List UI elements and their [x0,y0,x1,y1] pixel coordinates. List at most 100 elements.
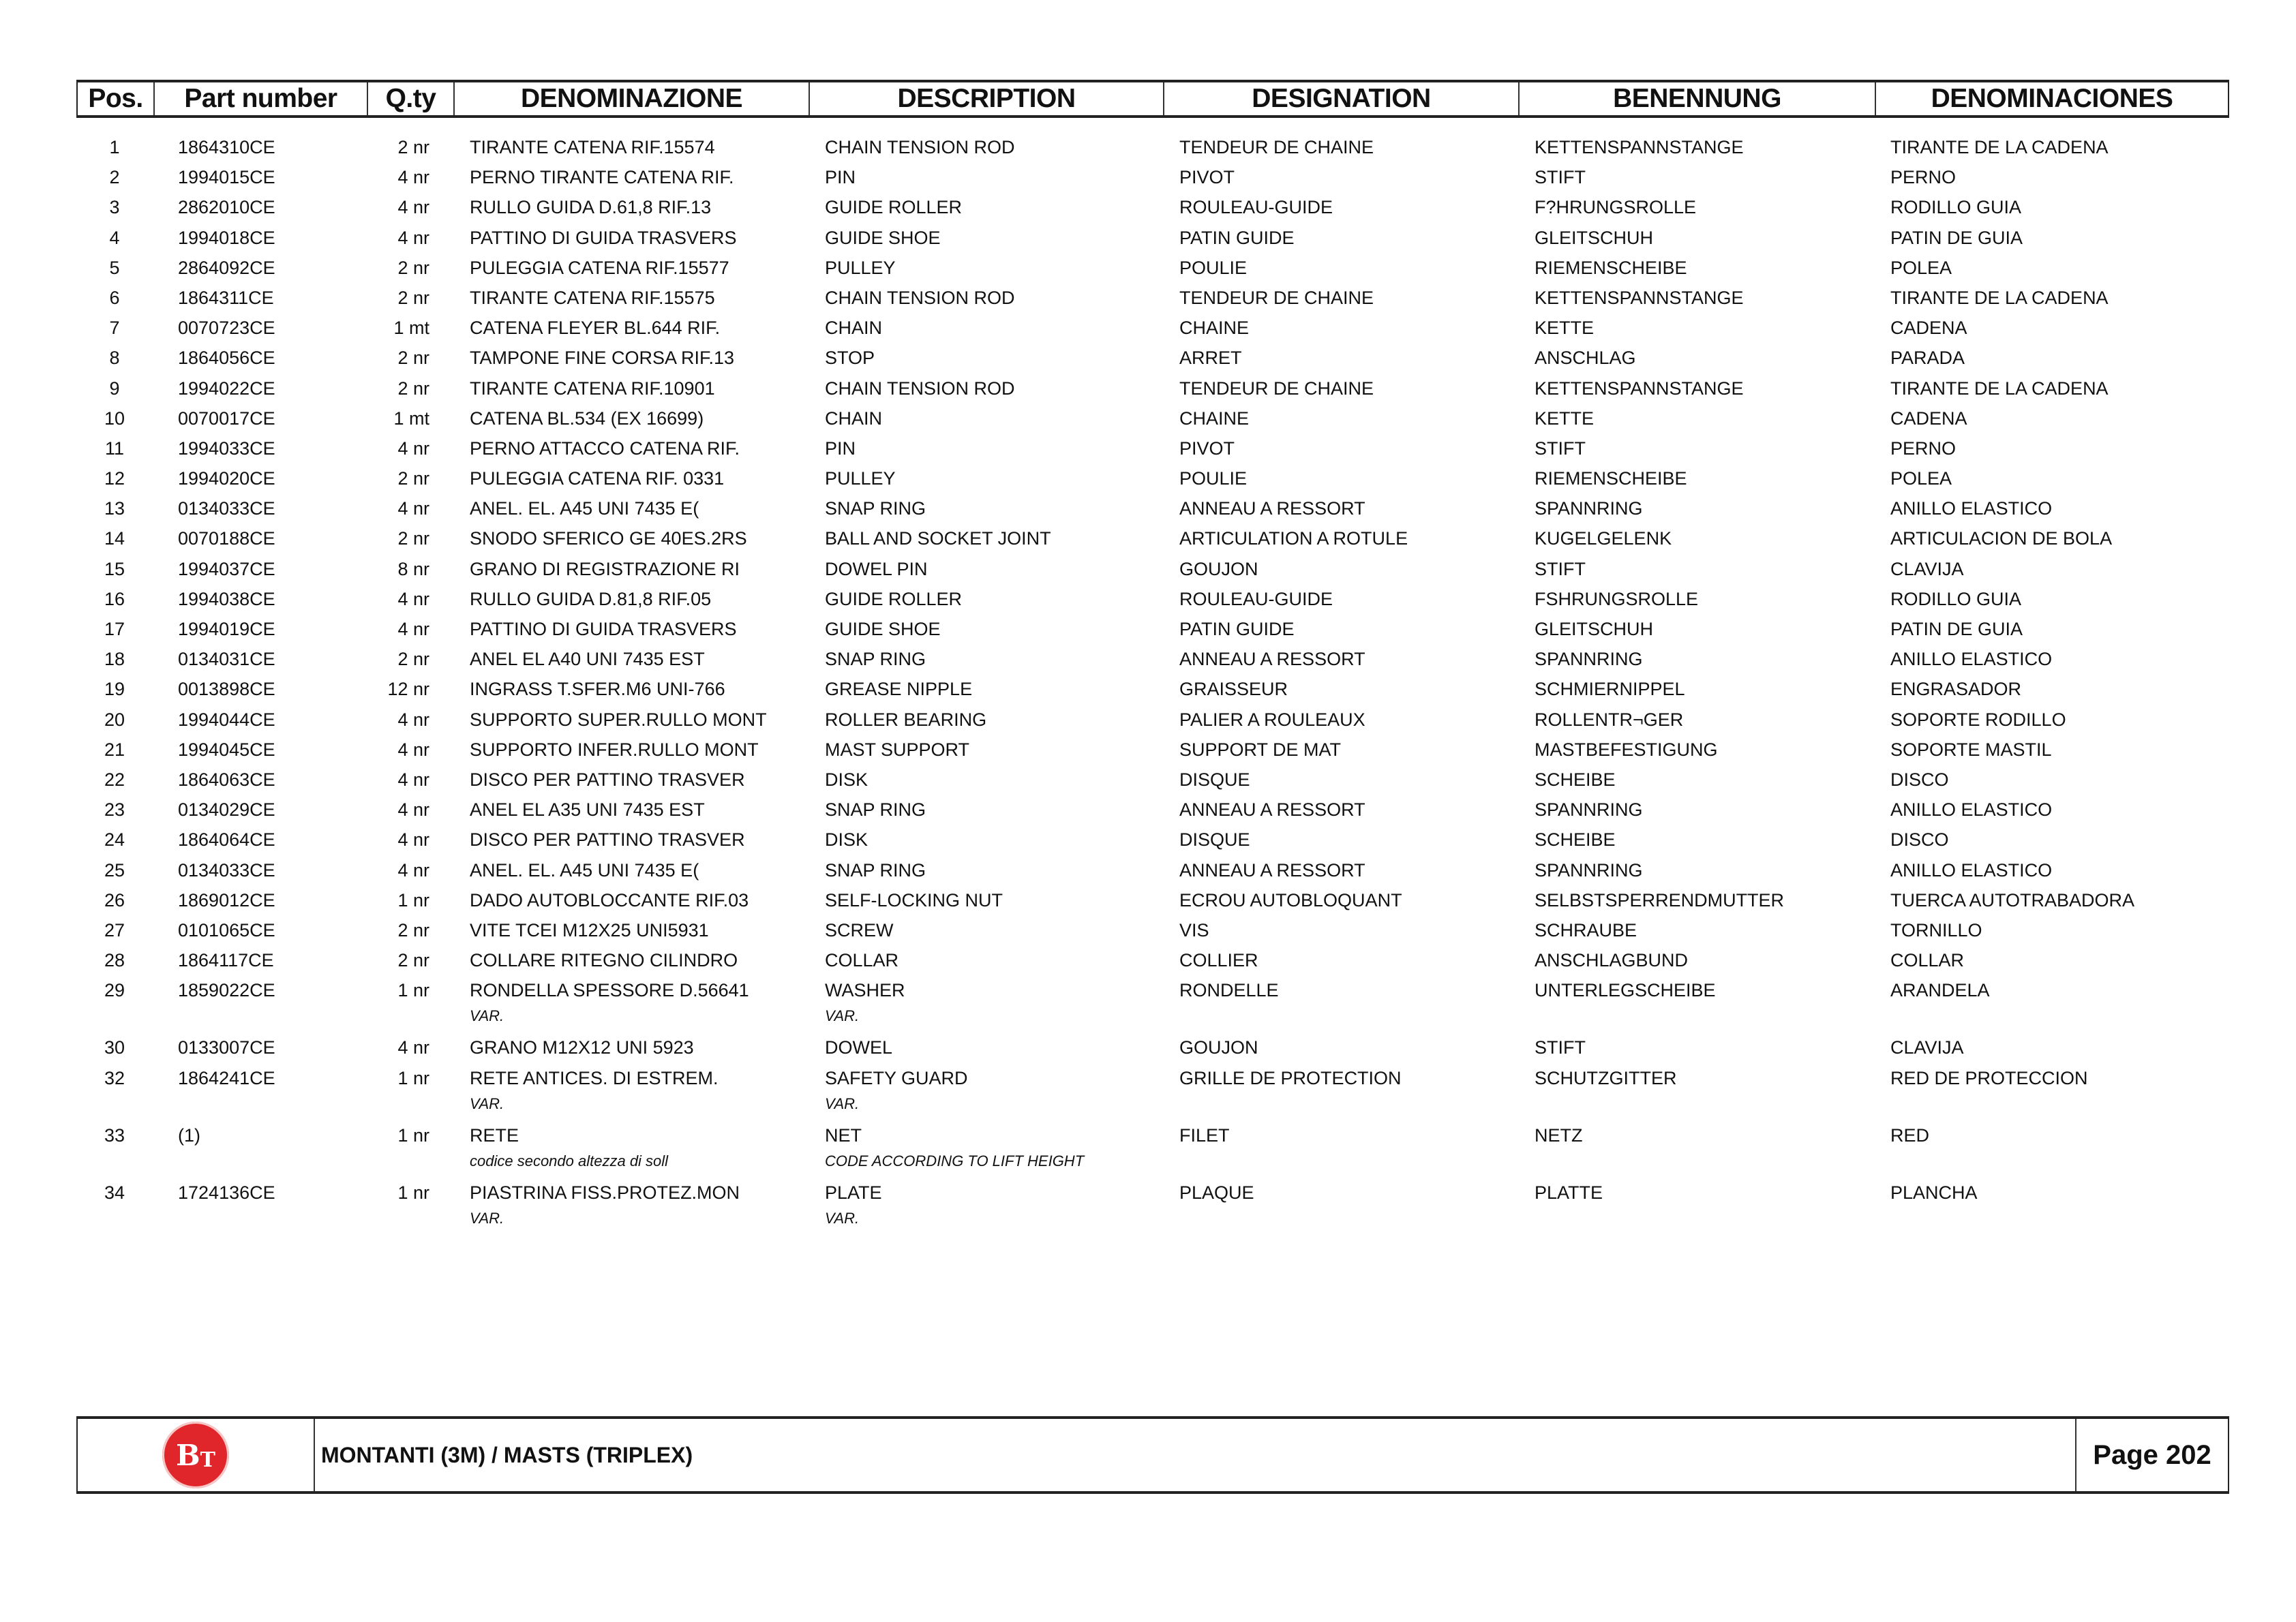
header-denominazione: DENOMINAZIONE [455,82,810,115]
cell-part-number: 1864063CE [178,769,275,790]
cell-denominaciones: PLANCHA [1890,1182,1978,1203]
cell-quantity: 4 nr [397,619,429,639]
cell-designation: POULIE [1179,257,1248,278]
cell-denominazione: INGRASS T.SFER.M6 UNI-766 [470,679,725,700]
cell-position: 15 [104,558,125,579]
cell-benennung: SELBSTSPERRENDMUTTER [1535,889,1785,911]
cell-description: DISK [825,829,868,851]
cell-position: 6 [109,287,120,308]
cell-denominazione: DISCO PER PATTINO TRASVER [470,769,745,790]
cell-designation: ROULEAU-GUIDE [1179,197,1333,218]
cell-denominazione: ANEL EL A40 UNI 7435 EST [470,649,705,670]
cell-description: SAFETY GUARD [825,1067,968,1088]
cell-position: 8 [109,348,120,369]
table-row: 6 1864311CE 2 nr TIRANTE CATENA RIF.15575 CH… [0,283,2296,313]
cell-benennung: PLATTE [1535,1182,1603,1203]
cell-designation: PATIN GUIDE [1179,619,1295,639]
cell-denominazione: RULLO GUIDA D.61,8 RIF.13 [470,197,712,218]
cell-designation: GRILLE DE PROTECTION [1179,1067,1402,1088]
cell-part-number: 0070188CE [178,528,275,549]
table-row: 1 1864310CE 2 nr TIRANTE CATENA RIF.15574 CH… [0,132,2296,162]
cell-benennung: KETTENSPANNSTANGE [1535,287,1744,308]
cell-description: PULLEY [825,257,896,278]
cell-quantity: 2 nr [397,528,429,549]
cell-position: 17 [104,619,125,639]
cell-designation: PALIER A ROULEAUX [1179,709,1365,730]
cell-position: 22 [104,769,125,790]
cell-description: PIN [825,167,856,188]
table-row: 16 1994038CE 4 nr RULLO GUIDA D.81,8 RIF.05… [0,584,2296,614]
cell-denominaciones: PERNO [1890,438,1957,459]
cell-denominazione: SUPPORTO SUPER.RULLO MONT [470,709,767,730]
cell-designation: COLLIER [1179,950,1258,971]
cell-quantity: 2 nr [397,468,429,489]
cell-designation: CHAINE [1179,408,1250,429]
cell-description: DOWEL PIN [825,558,928,579]
cell-description: STOP [825,348,875,369]
cell-denominaciones: RODILLO GUIA [1890,197,2022,218]
cell-benennung: KETTENSPANNSTANGE [1535,137,1744,157]
cell-description: PIN [825,438,856,459]
cell-benennung: SCHUTZGITTER [1535,1067,1677,1088]
table-row: 8 1864056CE 2 nr TAMPONE FINE CORSA RIF.13 S… [0,343,2296,373]
cell-benennung: ANSCHLAGBUND [1535,950,1689,971]
cell-quantity: 12 nr [387,679,429,700]
page-number: Page 202 [2075,1419,2228,1491]
cell-benennung: STIFT [1535,167,1586,188]
cell-part-number: 0134029CE [178,799,275,821]
cell-denominazione: TIRANTE CATENA RIF.15575 [470,287,715,308]
cell-denominaciones: ARANDELA [1890,980,1990,1001]
cell-benennung: KETTENSPANNSTANGE [1535,378,1744,399]
table-row: 15 1994037CE 8 nr GRANO DI REGISTRAZIONE RI… [0,554,2296,584]
table-row: 26 1869012CE 1 nr DADO AUTOBLOCCANTE RIF.03… [0,885,2296,915]
cell-benennung: SPANNRING [1535,859,1643,881]
table-row: 28 1864117CE 2 nr COLLARE RITEGNO CILINDRO C… [0,945,2296,975]
cell-note: VAR. [470,1095,504,1112]
cell-position: 2 [109,167,120,188]
cell-denominazione: SNODO SFERICO GE 40ES.2RS [470,528,747,549]
cell-benennung: RIEMENSCHEIBE [1535,257,1687,278]
cell-note: VAR. [470,1007,504,1025]
cell-description: COLLAR [825,950,899,971]
cell-denominazione: VITE TCEI M12X25 UNI5931 [470,919,709,940]
cell-quantity: 1 nr [397,889,429,911]
cell-quantity: 2 nr [397,919,429,940]
cell-benennung: KUGELGELENK [1535,528,1672,549]
cell-designation: ANNEAU A RESSORT [1179,859,1365,881]
table-row: 10 0070017CE 1 mt CATENA BL.534 (EX 16699) C… [0,403,2296,433]
cell-description: DOWEL [825,1037,893,1058]
cell-part-number: 1994015CE [178,167,275,188]
table-row: 11 1994033CE 4 nr PERNO ATTACCO CATENA RIF.… [0,433,2296,463]
cell-designation: ARRET [1179,348,1242,369]
cell-note: CODE ACCORDING TO LIFT HEIGHT [825,1152,1085,1169]
cell-denominazione: SUPPORTO INFER.RULLO MONT [470,739,759,760]
cell-part-number: 1994045CE [178,739,275,760]
cell-position: 14 [104,528,125,549]
cell-quantity: 2 nr [397,378,429,399]
cell-part-number: 2862010CE [178,197,275,218]
cell-part-number: 0134031CE [178,649,275,670]
cell-part-number: 0013898CE [178,679,275,700]
cell-benennung: SCHEIBE [1535,769,1616,790]
cell-denominaciones: PATIN DE GUIA [1890,227,2023,248]
cell-part-number: 1864117CE [178,950,274,971]
table-row-note: VAR. VAR. [0,1005,2296,1032]
cell-position: 7 [109,318,120,339]
cell-quantity: 4 nr [397,498,429,519]
cell-part-number: 1994037CE [178,558,275,579]
cell-position: 24 [104,829,125,851]
cell-benennung: SCHEIBE [1535,829,1616,851]
cell-description: CHAIN TENSION ROD [825,137,1015,157]
cell-description: PULLEY [825,468,896,489]
cell-part-number: 0070017CE [178,408,275,429]
cell-description: CHAIN [825,318,883,339]
cell-quantity: 2 nr [397,950,429,971]
cell-denominazione: RONDELLA SPESSORE D.56641 [470,980,749,1001]
cell-quantity: 8 nr [397,558,429,579]
cell-quantity: 4 nr [397,588,429,609]
cell-position: 12 [104,468,125,489]
cell-designation: GRAISSEUR [1179,679,1288,700]
cell-benennung: STIFT [1535,438,1586,459]
cell-quantity: 4 nr [397,739,429,760]
table-row: 22 1864063CE 4 nr DISCO PER PATTINO TRASVER… [0,765,2296,795]
